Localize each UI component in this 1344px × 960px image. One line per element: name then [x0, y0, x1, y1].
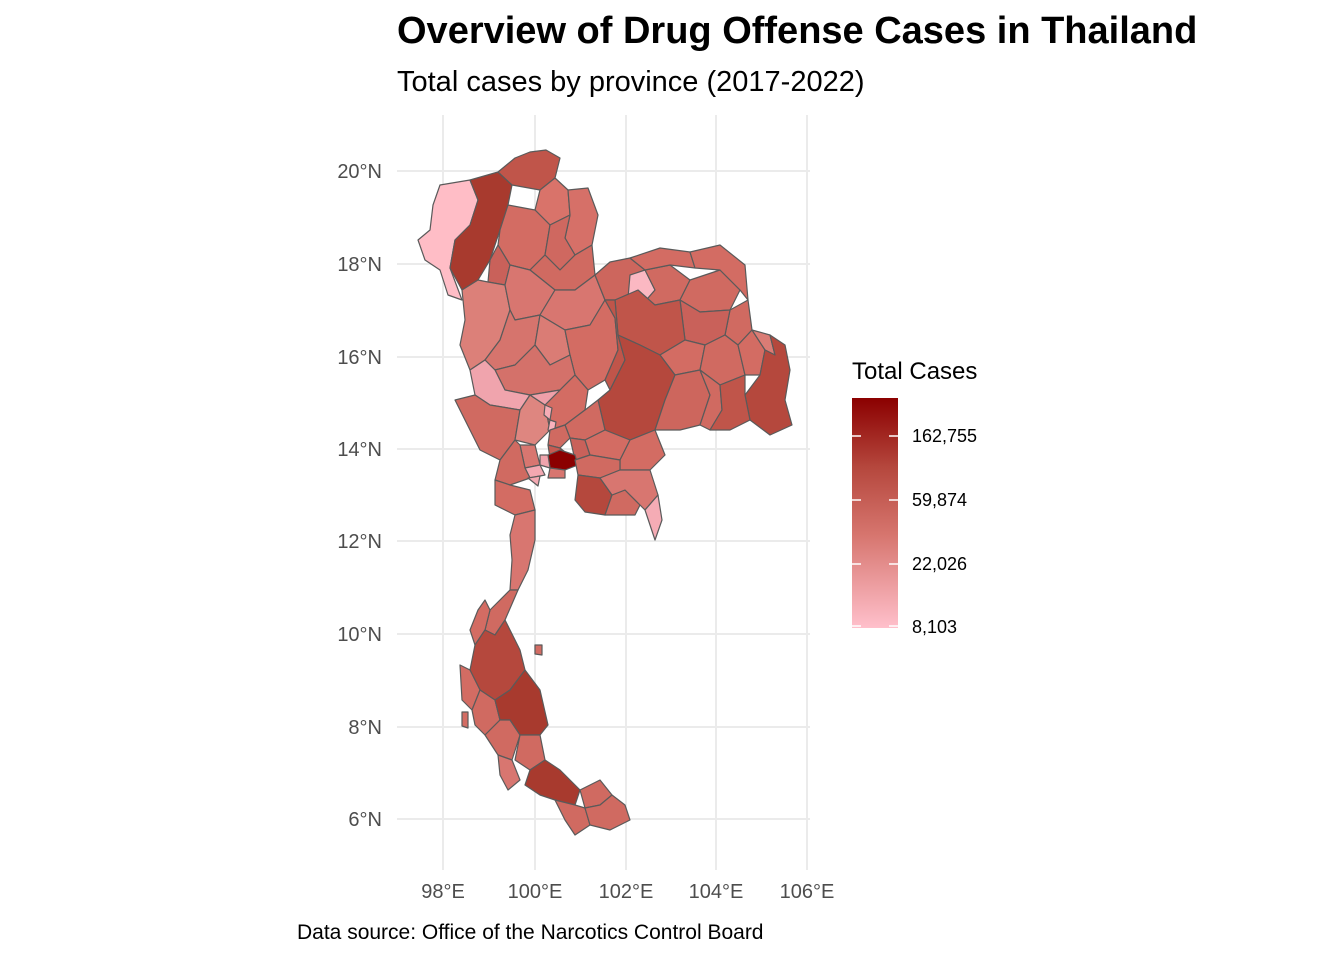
province-nan	[564, 187, 599, 256]
province-chanthaburi	[599, 469, 659, 511]
province-satun	[497, 754, 521, 791]
province-narathiwat	[584, 794, 631, 831]
y-tick-label: 20°N	[337, 161, 382, 183]
y-tick-label: 8°N	[348, 717, 382, 739]
x-tick-label: 106°E	[780, 881, 835, 903]
province-samut-prakan	[547, 467, 566, 479]
province-nakhon-phanom	[689, 244, 749, 301]
y-tick-label: 6°N	[348, 809, 382, 831]
province-ayutthaya	[547, 424, 571, 449]
province-trat	[644, 494, 663, 541]
x-axis: 98°E 100°E 102°E 104°E 106°E	[421, 881, 834, 903]
y-tick-label: 16°N	[337, 347, 382, 369]
x-tick-label: 104°E	[689, 881, 744, 903]
legend-colorbar	[852, 398, 898, 628]
y-axis: 20°N 18°N 16°N 14°N 12°N 10°N 8°N 6°N	[337, 161, 382, 831]
map-subtitle: Total cases by province (2017-2022)	[397, 66, 865, 98]
legend-label: 8,103	[912, 617, 958, 637]
province-island-samui	[534, 644, 543, 656]
province-chiang-rai	[497, 149, 561, 191]
y-tick-label: 10°N	[337, 624, 382, 646]
province-prachuap-khiri-khan	[509, 509, 536, 591]
province-nonthaburi	[539, 454, 551, 469]
provinces	[417, 149, 793, 836]
y-tick-label: 12°N	[337, 531, 382, 553]
legend-label: 162,755	[912, 426, 978, 446]
x-tick-label: 102°E	[599, 881, 654, 903]
legend-title: Total Cases	[852, 358, 978, 385]
province-samut-songkhram	[527, 475, 541, 487]
province-si-sa-ket	[709, 374, 751, 431]
map-title: Overview of Drug Offense Cases in Thaila…	[397, 10, 1198, 52]
y-tick-label: 14°N	[337, 439, 382, 461]
x-tick-label: 100°E	[508, 881, 563, 903]
legend-label: 59,874	[912, 490, 968, 510]
province-island-phuket	[461, 711, 469, 729]
x-tick-label: 98°E	[421, 881, 465, 903]
legend-label: 22,026	[912, 554, 968, 574]
province-phetchaburi	[494, 479, 536, 516]
province-chai-nat	[529, 389, 561, 406]
data-source-caption: Data source: Office of the Narcotics Con…	[297, 921, 764, 944]
y-tick-label: 18°N	[337, 254, 382, 276]
